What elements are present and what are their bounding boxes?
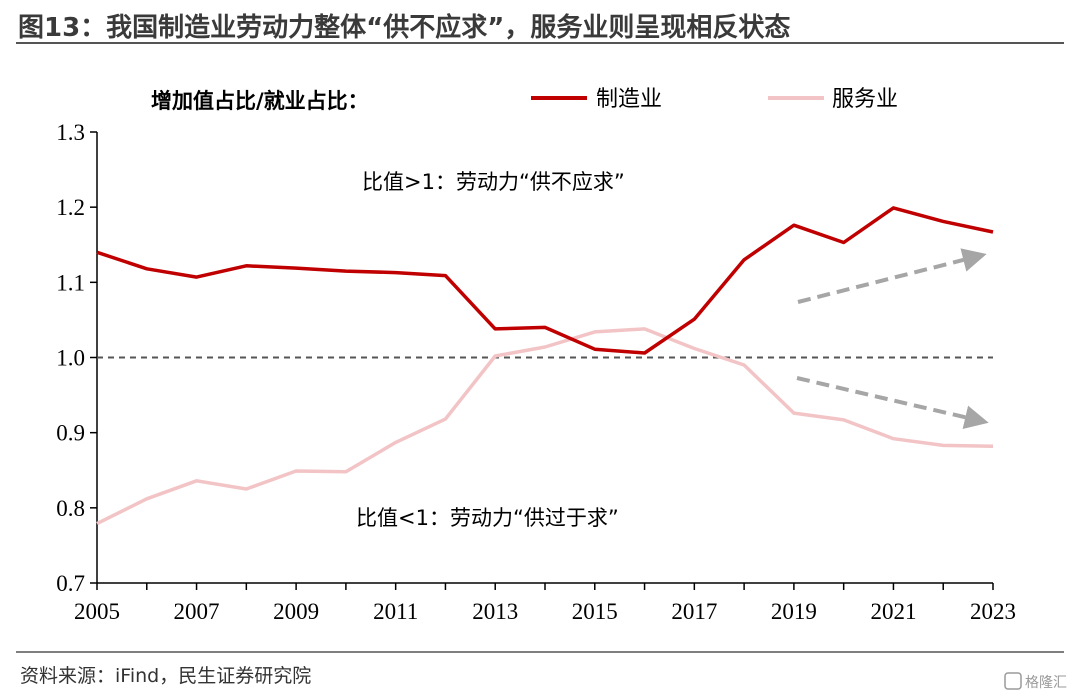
x-tick-label: 2013 xyxy=(472,599,518,624)
x-tick-label: 2019 xyxy=(771,599,817,624)
trend-arrow-up xyxy=(797,248,987,304)
x-tick-label: 2017 xyxy=(671,599,717,624)
trend-arrow-down xyxy=(796,376,989,429)
legend-label-services: 服务业 xyxy=(832,87,898,112)
y-tick-label: 0.7 xyxy=(56,571,85,596)
series-line-services xyxy=(96,327,994,526)
x-tick-label: 2011 xyxy=(373,599,418,624)
y-tick-label: 1.3 xyxy=(56,120,85,145)
x-tick-label: 2007 xyxy=(174,599,220,624)
annotation-below-one: 比值<1：劳动力“供过于求” xyxy=(356,506,619,530)
source-note: 资料来源：iFind，民生证券研究院 xyxy=(20,665,311,687)
figure-title: 图13：我国制造业劳动力整体“供不应求”，服务业则呈现相反状态 xyxy=(18,12,790,43)
x-tick-label: 2015 xyxy=(572,599,618,624)
watermark-label: 格隆汇 xyxy=(1025,675,1067,691)
annotation-above-one: 比值>1：劳动力“供不应求” xyxy=(362,170,625,194)
legend-label-manufacturing: 制造业 xyxy=(596,87,662,112)
series-layer xyxy=(96,206,994,526)
y-axis-ticks: 0.7 0.8 0.9 1.0 1.1 1.2 1.3 xyxy=(56,120,97,596)
series-line-manufacturing xyxy=(96,206,994,355)
x-tick-label: 2009 xyxy=(273,599,319,624)
y-tick-label: 1.0 xyxy=(56,346,85,371)
x-tick-label: 2005 xyxy=(74,599,120,624)
legend-prefix: 增加值占比/就业占比： xyxy=(151,89,369,113)
y-tick-label: 1.1 xyxy=(56,270,85,295)
x-tick-label: 2021 xyxy=(870,599,916,624)
y-tick-label: 1.2 xyxy=(56,195,85,220)
y-tick-label: 0.8 xyxy=(56,496,85,521)
watermark-logo: 格隆汇 xyxy=(1004,672,1067,691)
x-tick-label: 2023 xyxy=(970,599,1016,624)
x-axis-ticks: 2005 2007 2009 2011 2013 2015 2017 2019 2021 2023 xyxy=(74,583,1016,624)
y-tick-label: 0.9 xyxy=(56,421,85,446)
watermark-icon xyxy=(1004,672,1022,690)
